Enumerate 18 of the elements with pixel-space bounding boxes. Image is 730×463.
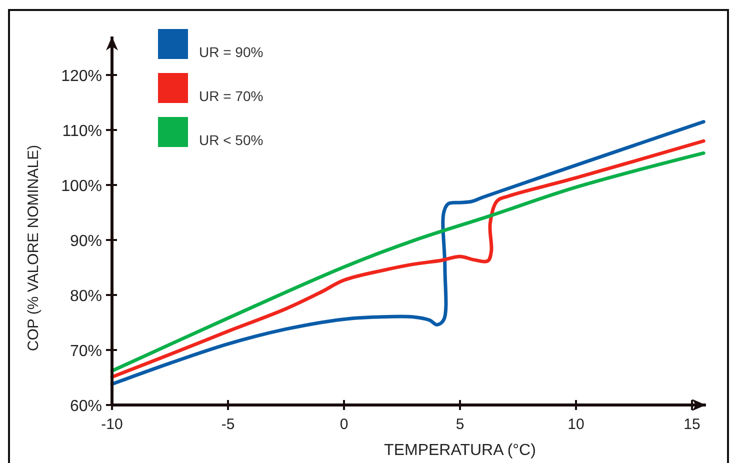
y-tick-label: 100% bbox=[61, 178, 102, 195]
y-tick-label: 70% bbox=[70, 343, 102, 360]
x-axis-title: TEMPERATURA (°C) bbox=[384, 442, 536, 459]
y-tick-label: 110% bbox=[62, 123, 102, 140]
x-tick-label: 0 bbox=[340, 416, 348, 433]
y-tick-label: 80% bbox=[70, 288, 102, 305]
y-tick-label: 60% bbox=[70, 398, 102, 415]
x-tick-label: 5 bbox=[456, 416, 464, 433]
legend-label: UR = 70% bbox=[199, 88, 264, 104]
y-tick-label: 120% bbox=[61, 68, 102, 85]
x-tick-label: 10 bbox=[568, 416, 584, 433]
legend-label: UR < 50% bbox=[199, 132, 264, 148]
legend-label: UR = 90% bbox=[199, 44, 264, 60]
x-tick-label: 15 bbox=[684, 416, 700, 433]
y-axis-title: COP (% VALORE NOMINALE) bbox=[25, 144, 42, 352]
y-tick-label: 90% bbox=[70, 233, 102, 250]
x-tick-label: -5 bbox=[221, 416, 235, 433]
x-tick-label: -10 bbox=[101, 416, 123, 433]
